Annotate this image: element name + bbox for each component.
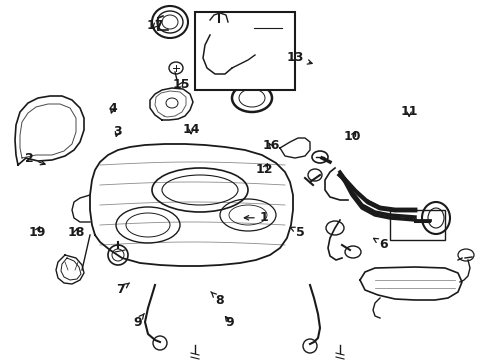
Text: 6: 6 xyxy=(373,238,389,251)
Text: 5: 5 xyxy=(290,226,305,239)
Text: 7: 7 xyxy=(116,283,129,296)
Text: 8: 8 xyxy=(211,292,224,307)
Text: 3: 3 xyxy=(113,125,122,138)
Text: 14: 14 xyxy=(182,123,200,136)
Text: 16: 16 xyxy=(262,139,279,152)
Text: 11: 11 xyxy=(400,105,418,118)
Text: 12: 12 xyxy=(256,163,273,176)
Text: 18: 18 xyxy=(67,226,85,239)
Bar xyxy=(390,210,445,240)
Ellipse shape xyxy=(250,23,286,67)
Text: 17: 17 xyxy=(147,19,164,32)
Text: 2: 2 xyxy=(24,152,45,165)
Text: 10: 10 xyxy=(344,130,362,143)
Text: 4: 4 xyxy=(108,102,117,114)
Text: 19: 19 xyxy=(28,226,46,239)
Text: 13: 13 xyxy=(287,51,312,64)
Text: 9: 9 xyxy=(225,316,234,329)
Text: 1: 1 xyxy=(245,211,269,224)
Bar xyxy=(195,12,295,90)
Text: 9: 9 xyxy=(133,314,145,329)
Text: 15: 15 xyxy=(172,78,190,91)
